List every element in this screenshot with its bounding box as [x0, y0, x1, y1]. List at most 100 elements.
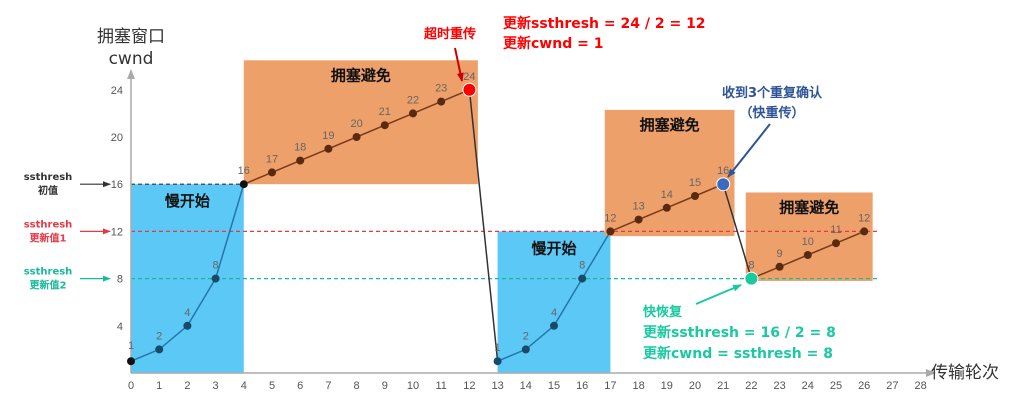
point-label-25: 11 [830, 224, 841, 236]
point-label-3: 8 [213, 260, 219, 272]
x-tick-5: 5 [269, 380, 275, 392]
threshold-lines-layer [131, 183, 879, 280]
point-1 [155, 345, 164, 354]
regions-layer [131, 60, 873, 373]
point-label-7: 19 [322, 130, 334, 142]
event-markers-layer [462, 82, 759, 286]
series-line-5 [722, 183, 753, 279]
event-marker-2 [744, 271, 759, 286]
x-tick-19: 19 [661, 380, 673, 392]
fast-retransmit-label-line1: 收到3个重复确认 [722, 85, 823, 101]
y-tick-20: 20 [111, 132, 123, 144]
x-tick-8: 8 [354, 380, 360, 392]
timeout-event-label: 超时重传 [424, 26, 476, 42]
timeout-update-ssthresh: 更新ssthresh = 24 / 2 = 12 [503, 15, 706, 32]
y-tick-4: 4 [117, 321, 123, 333]
x-tick-27: 27 [886, 380, 898, 392]
y-tick-8: 8 [117, 274, 123, 286]
point-19 [662, 203, 671, 212]
threshold-label-0-line2: 初值 [38, 184, 58, 197]
x-tick-11: 11 [435, 380, 446, 392]
x-tick-3: 3 [213, 380, 219, 392]
y-axis-title-line2: cwnd [109, 49, 154, 69]
threshold-label-2-line1: ssthresh [24, 267, 73, 278]
point-3 [211, 274, 220, 283]
region-label-4: 拥塞避免 [779, 198, 839, 216]
point-16 [578, 274, 587, 283]
region-label-0: 慢开始 [165, 192, 210, 210]
point-label-20: 15 [689, 177, 701, 189]
event-marker-1 [716, 177, 731, 192]
points-layer [127, 97, 869, 366]
fast-recovery-arrow [695, 284, 742, 305]
x-tick-22: 22 [745, 380, 757, 392]
x-tick-20: 20 [689, 380, 701, 392]
point-label-1: 2 [156, 330, 162, 342]
x-tick-10: 10 [407, 380, 419, 392]
x-tick-4: 4 [241, 380, 247, 392]
x-tick-18: 18 [632, 380, 644, 392]
fast-recovery-label: 快恢复 [643, 304, 683, 320]
fast-recovery-annotation: 快恢复 更新ssthresh = 16 / 2 = 8 更新cwnd = sst… [643, 284, 836, 362]
point-label-16: 8 [579, 260, 585, 272]
point-11 [437, 97, 446, 106]
y-tick-12: 12 [111, 226, 123, 238]
y-tick-16: 16 [111, 179, 123, 191]
point-24 [803, 251, 812, 259]
x-tick-17: 17 [604, 380, 616, 392]
fast-retransmit-arrow [727, 123, 771, 178]
point-8 [352, 133, 361, 141]
fast-retransmit-annotation: 收到3个重复确认 （快重传） [722, 85, 823, 178]
region-label-3: 拥塞避免 [640, 116, 700, 134]
point-label-19: 14 [661, 189, 673, 201]
x-tick-1: 1 [156, 380, 162, 392]
threshold-label-2-line2: 更新值2 [30, 279, 67, 292]
fast-retransmit-label-line2: （快重传） [739, 105, 804, 121]
point-label-13: 1 [495, 342, 501, 354]
y-tick-labels: 4 8 12 16 20 24 [111, 85, 123, 333]
point-label-8: 20 [350, 118, 362, 130]
series-line-2 [468, 89, 499, 362]
x-tick-15: 15 [548, 380, 560, 392]
region-label-1: 慢开始 [531, 239, 576, 257]
point-5 [268, 168, 276, 177]
point-10 [409, 109, 417, 118]
y-tick-24: 24 [111, 85, 123, 97]
point-label-9: 21 [379, 106, 391, 118]
point-23 [775, 262, 784, 271]
axes-layer: 0 1 2 3 4 5 6 7 8 9 10 11 12 13 14 15 16 17 18 19 20 21 22 23 24… [111, 69, 936, 392]
point-label-4: 16 [238, 165, 250, 177]
x-tick-7: 7 [325, 380, 331, 392]
point-label-24: 10 [802, 236, 814, 248]
region-3 [604, 109, 735, 237]
point-9 [380, 121, 389, 130]
point-15 [550, 321, 558, 330]
point-label-14: 2 [523, 330, 529, 342]
point-7 [324, 144, 333, 153]
point-label-22: 8 [748, 260, 754, 272]
point-label-21: 16 [717, 165, 729, 177]
point-label-15: 4 [551, 307, 557, 319]
threshold-label-1-line1: ssthresh [24, 219, 73, 230]
point-label-18: 13 [632, 201, 644, 213]
point-label-2: 4 [184, 307, 190, 319]
point-6 [296, 156, 305, 165]
fast-recovery-update-ssthresh: 更新ssthresh = 16 / 2 = 8 [643, 324, 836, 341]
point-label-11: 23 [435, 83, 447, 95]
x-axis-title: 传输轮次 [931, 363, 999, 383]
point-label-23: 9 [777, 248, 783, 260]
x-tick-25: 25 [830, 380, 842, 392]
point-20 [691, 192, 699, 200]
region-1 [497, 231, 611, 373]
x-tick-0: 0 [128, 380, 134, 392]
x-tick-28: 28 [914, 380, 926, 392]
point-2 [183, 321, 192, 330]
point-17 [606, 227, 615, 236]
point-18 [634, 215, 643, 224]
x-tick-9: 9 [382, 380, 388, 392]
point-label-0: 1 [128, 340, 134, 352]
point-4 [239, 180, 248, 189]
region-label-2: 拥塞避免 [331, 66, 391, 84]
y-axis-title-line1: 拥塞窗口 [97, 27, 165, 47]
